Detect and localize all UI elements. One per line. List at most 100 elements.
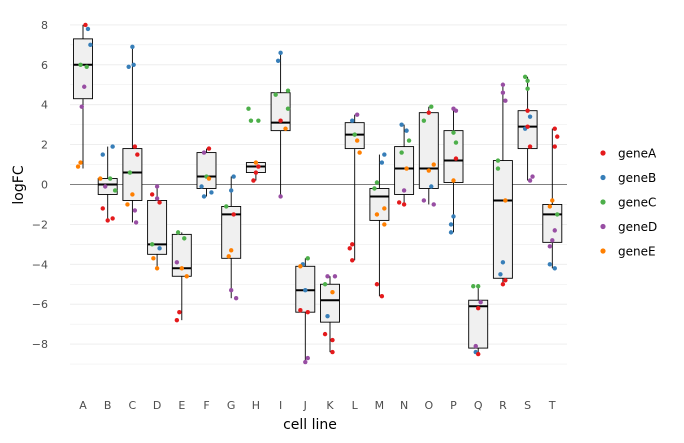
point-geneA	[132, 144, 138, 149]
point-geneB	[552, 266, 557, 271]
point-geneE	[78, 160, 83, 165]
point-geneB	[126, 64, 131, 69]
point-geneE	[382, 222, 387, 227]
x-tick-label: E	[178, 399, 185, 412]
box-M	[369, 188, 390, 221]
boxes	[73, 38, 563, 349]
y-tick-label: 2	[41, 139, 48, 152]
point-geneC	[285, 106, 291, 111]
point-geneB	[404, 128, 409, 133]
x-tick-label: O	[424, 399, 433, 412]
point-geneA	[525, 124, 530, 129]
point-geneA	[157, 200, 162, 205]
point-geneA	[149, 192, 155, 197]
point-geneC	[495, 166, 501, 171]
point-geneC	[305, 256, 310, 261]
legend-key-geneE	[600, 248, 606, 254]
point-geneB	[451, 214, 456, 219]
point-geneB	[88, 42, 93, 48]
point-geneB	[131, 62, 136, 67]
gridlines	[70, 24, 567, 365]
point-geneB	[325, 313, 330, 319]
point-geneE	[151, 256, 156, 261]
x-tick-label: J	[303, 399, 307, 412]
point-geneA	[503, 278, 508, 283]
point-geneE	[184, 274, 189, 279]
y-tick-label: 0	[41, 179, 48, 192]
point-geneB	[209, 190, 214, 195]
point-geneE	[550, 198, 555, 203]
point-geneC	[273, 92, 278, 97]
point-geneB	[448, 230, 454, 235]
point-geneA	[552, 126, 557, 131]
point-geneA	[347, 246, 352, 251]
point-geneD	[278, 194, 283, 199]
point-geneE	[179, 266, 184, 271]
point-geneC	[374, 180, 380, 185]
point-geneB	[231, 174, 236, 179]
point-geneD	[233, 296, 239, 301]
legend-label-geneB: geneB	[618, 171, 656, 185]
legend-key-geneB	[600, 174, 606, 181]
y-tick-label: 8	[41, 19, 48, 32]
point-geneD	[332, 274, 338, 279]
point-geneC	[224, 204, 229, 209]
x-tick-label: T	[548, 399, 556, 412]
point-geneD	[229, 288, 234, 293]
point-geneD	[453, 108, 459, 113]
point-geneC	[352, 132, 357, 137]
x-tick-label: K	[326, 399, 334, 412]
point-geneD	[500, 90, 506, 95]
x-tick-label: S	[524, 399, 531, 412]
box-E	[171, 233, 192, 277]
point-geneA	[453, 156, 459, 161]
point-geneC	[175, 230, 181, 235]
box-R	[492, 160, 513, 279]
point-geneC	[451, 130, 456, 135]
point-geneD	[201, 150, 207, 155]
point-geneA	[525, 108, 530, 113]
point-geneB	[201, 194, 207, 199]
box-Q	[468, 299, 489, 349]
x-tick-label: N	[400, 399, 408, 412]
point-geneC	[429, 104, 434, 109]
box-F	[196, 152, 217, 189]
point-geneD	[401, 188, 407, 193]
point-geneD	[478, 300, 483, 305]
point-geneA	[298, 307, 303, 313]
point-geneA	[174, 317, 180, 323]
x-tick-label: D	[153, 399, 161, 412]
point-geneE	[431, 162, 436, 167]
point-geneA	[401, 202, 407, 207]
point-geneA	[374, 282, 380, 287]
point-geneA	[476, 351, 481, 357]
point-geneA	[177, 309, 182, 315]
x-tick-label: H	[252, 399, 260, 412]
point-geneE	[547, 204, 553, 209]
x-tick-label: F	[203, 399, 209, 412]
y-tick-label: −4	[32, 258, 48, 271]
x-axis-title: cell line	[283, 417, 337, 433]
legend-label-geneE: geneE	[618, 245, 656, 259]
x-tick-label: G	[227, 399, 236, 412]
x-tick-labels: A B C D E F G H I J K L M N O P Q R S T	[79, 399, 556, 412]
point-geneD	[305, 355, 310, 361]
box-B	[97, 178, 118, 195]
point-geneC	[471, 284, 476, 289]
point-geneA	[426, 110, 431, 115]
point-geneB	[498, 272, 503, 277]
point-geneD	[79, 104, 84, 109]
y-tick-label: 4	[41, 99, 48, 112]
point-geneC	[256, 118, 261, 123]
point-geneD	[550, 238, 555, 243]
whiskers	[82, 24, 553, 363]
x-tick-label: Q	[474, 399, 483, 412]
box-O	[418, 112, 439, 189]
point-geneC	[555, 212, 560, 217]
box-G	[221, 205, 242, 259]
point-geneB	[278, 50, 283, 56]
box-A	[73, 38, 93, 100]
box-S	[517, 110, 538, 150]
point-geneA	[322, 331, 328, 337]
point-geneC	[406, 138, 412, 143]
